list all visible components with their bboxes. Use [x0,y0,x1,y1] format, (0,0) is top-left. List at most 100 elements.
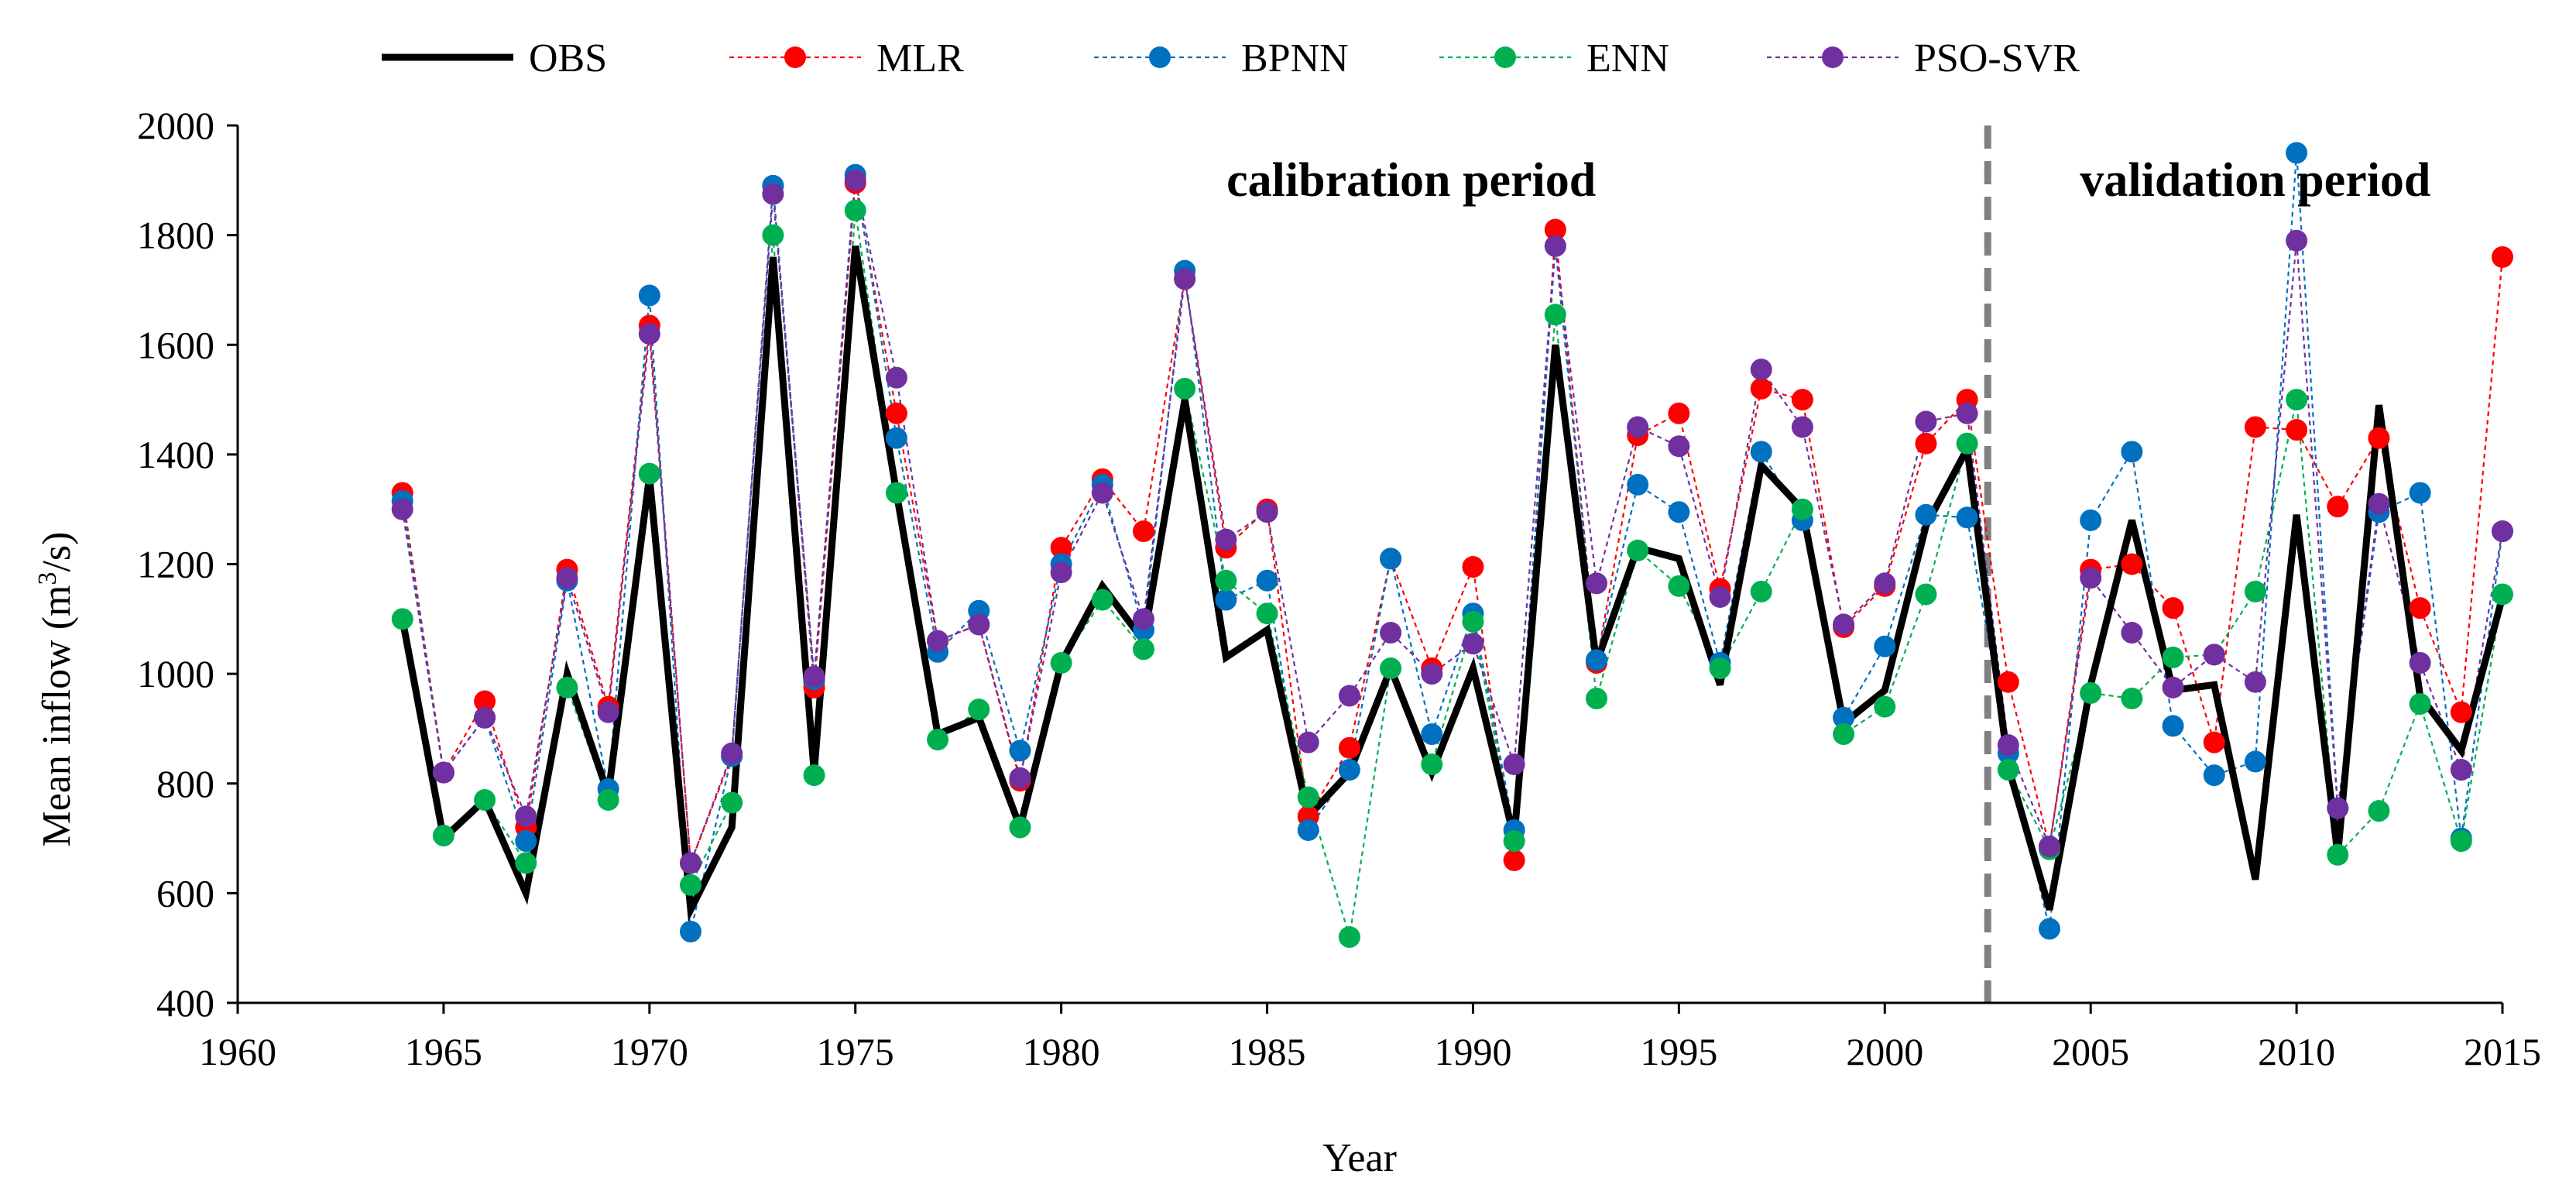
legend-item-bpnn: BPNN [1094,36,1349,81]
point-enn-2010 [2286,389,2308,411]
point-enn-1970 [638,462,660,485]
point-bpnn-1970 [638,284,660,307]
point-mlr-1998 [1791,389,1813,411]
point-pso-svr-1971 [680,852,701,874]
point-enn-1964 [391,608,413,630]
y-tick-label: 600 [156,871,214,915]
point-pso-svr-1977 [927,630,949,652]
y-axis-title-superscript: 3 [33,572,62,585]
point-pso-svr-1993 [1586,572,1607,595]
point-pso-svr-1974 [803,665,825,688]
point-bpnn-2001 [1915,503,1937,526]
point-bpnn-1997 [1750,441,1772,463]
legend-swatch-marker-enn [1494,46,1516,68]
y-tick-label: 1400 [137,433,214,476]
series-line-obs [399,245,2506,922]
y-tick-label: 1800 [137,214,214,257]
point-enn-2012 [2368,800,2390,822]
period-label-calibration: calibration period [1226,154,1596,207]
point-bpnn-2013 [2409,482,2431,504]
legend-label-pso-svr: PSO-SVR [1914,36,2080,81]
series-layer [391,142,2513,949]
point-bpnn-2009 [2244,750,2266,773]
point-pso-svr-1980 [1050,561,1072,584]
point-enn-1972 [721,791,743,814]
series-markers-enn [391,199,2513,949]
point-mlr-1976 [885,402,907,424]
point-pso-svr-2004 [2039,836,2060,858]
point-enn-1993 [1586,687,1607,709]
point-pso-svr-1988 [1380,622,1402,644]
point-mlr-2008 [2203,731,2225,753]
point-pso-svr-1967 [515,805,537,828]
point-pso-svr-1994 [1627,416,1649,438]
point-mlr-2013 [2409,597,2431,620]
x-tick-label: 2000 [1846,1030,1923,1073]
point-pso-svr-2011 [2327,797,2349,819]
point-enn-1987 [1338,926,1360,949]
x-tick-label: 1960 [199,1030,276,1073]
point-mlr-2014 [2450,701,2472,723]
point-enn-1977 [927,729,949,751]
point-enn-1990 [1462,610,1484,633]
point-bpnn-1987 [1338,759,1360,781]
series-markers-bpnn [391,142,2513,942]
point-pso-svr-1968 [556,567,578,589]
y-axis-title-tail: /s) [35,532,79,572]
y-tick-label: 400 [156,981,214,1025]
x-tick-label: 1990 [1434,1030,1511,1073]
point-mlr-1980 [1050,537,1072,559]
point-enn-2014 [2450,830,2472,853]
point-pso-svr-1981 [1091,482,1113,504]
point-mlr-1997 [1750,377,1772,400]
series-markers-mlr [391,172,2513,874]
point-pso-svr-2006 [2121,622,2143,644]
point-mlr-1987 [1338,736,1360,759]
point-enn-2001 [1915,583,1937,606]
point-pso-svr-1965 [432,761,454,784]
point-enn-1984 [1215,569,1237,592]
series-line-enn [401,210,2504,938]
point-pso-svr-2010 [2286,229,2308,252]
point-bpnn-2006 [2121,441,2143,463]
point-pso-svr-1976 [885,366,907,389]
legend-item-mlr: MLR [729,36,964,81]
point-mlr-2012 [2368,427,2390,449]
point-pso-svr-2013 [2409,651,2431,674]
y-tick-label: 2000 [137,104,214,147]
point-pso-svr-2014 [2450,759,2472,781]
point-pso-svr-1978 [968,613,990,636]
point-pso-svr-1991 [1503,753,1525,775]
point-bpnn-1979 [1009,740,1031,762]
point-enn-1999 [1833,723,1855,746]
point-bpnn-2000 [1874,635,1896,657]
legend-swatch-marker-mlr [784,46,806,68]
point-bpnn-2004 [2039,918,2060,940]
point-enn-1978 [968,699,990,721]
point-pso-svr-1989 [1421,663,1443,685]
legend-label-mlr: MLR [876,36,964,81]
annotation-layer: calibration period validation period [1226,154,2430,207]
point-enn-1967 [515,852,537,874]
point-bpnn-1984 [1215,589,1237,611]
point-bpnn-1976 [885,427,907,449]
point-enn-1985 [1256,602,1278,625]
point-pso-svr-1984 [1215,528,1237,551]
point-pso-svr-1966 [474,706,496,729]
point-mlr-2009 [2244,416,2266,438]
point-enn-1975 [844,199,866,221]
point-enn-1971 [680,874,701,896]
point-mlr-1982 [1133,520,1154,543]
point-enn-1968 [556,676,578,699]
point-enn-2011 [2327,843,2349,866]
point-pso-svr-1992 [1544,235,1566,257]
point-pso-svr-2005 [2080,567,2102,589]
point-enn-1965 [432,825,454,847]
legend-label-bpnn: BPNN [1241,36,1349,81]
point-bpnn-1995 [1668,501,1690,523]
x-tick-label: 1980 [1023,1030,1100,1073]
point-mlr-2010 [2286,419,2308,441]
point-mlr-1995 [1668,402,1690,424]
point-mlr-2015 [2492,245,2513,268]
point-bpnn-1988 [1380,548,1402,570]
